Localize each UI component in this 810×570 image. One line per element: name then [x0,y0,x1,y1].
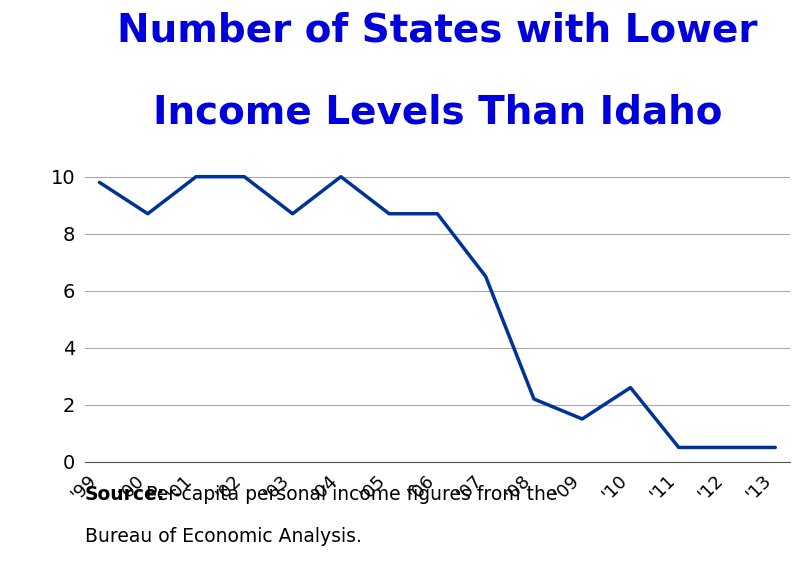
Text: Source:: Source: [85,486,165,504]
Text: Per-capita personal income figures from the: Per-capita personal income figures from … [140,486,557,504]
Title: Number of States with Lower

Income Levels Than Idaho: Number of States with Lower Income Level… [117,11,757,131]
Text: Bureau of Economic Analysis.: Bureau of Economic Analysis. [85,527,362,546]
